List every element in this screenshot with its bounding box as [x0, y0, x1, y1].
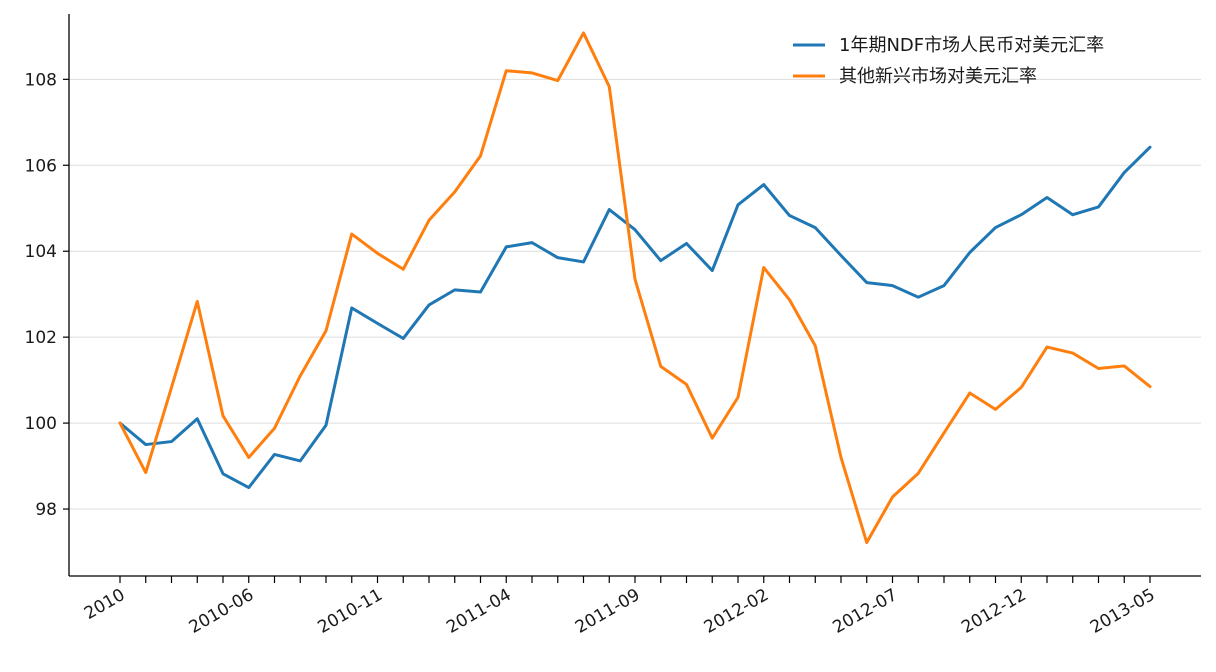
y-tick-label: 104 [25, 242, 57, 262]
y-gridlines [69, 78, 1201, 510]
legend-label-1: 1年期NDF市场人民币对美元汇率 [839, 35, 1104, 56]
y-tick-label: 98 [35, 500, 57, 520]
x-tick-label: 2011-09 [572, 585, 644, 638]
x-axis-ticks: 2010 2010-06 2010-11 2011-04 2011-09 2012-02 2… [81, 576, 1159, 638]
y-tick-label: 100 [25, 414, 57, 434]
y-tick-label: 102 [25, 328, 57, 348]
x-tick-label: 2012-12 [958, 585, 1030, 638]
series-line-1 [118, 145, 1152, 490]
x-tick-label: 2010-06 [186, 585, 258, 638]
x-tick-label: 2012-07 [829, 585, 901, 638]
axes [68, 14, 1201, 577]
series-lines [118, 31, 1152, 545]
legend-label-2: 其他新兴市场对美元汇率 [839, 66, 1037, 87]
y-axis-ticks: 98 100 102 104 106 108 [25, 70, 69, 520]
x-tick-label: 2012-02 [701, 585, 773, 638]
x-tick-label: 2010 [81, 585, 128, 624]
series-line-2 [118, 31, 1152, 545]
y-tick-label: 108 [25, 70, 57, 90]
x-tick-label: 2011-04 [443, 585, 515, 638]
x-tick-label: 2010-11 [314, 585, 386, 638]
x-tick-label: 2013-05 [1087, 585, 1159, 638]
y-tick-label: 106 [25, 156, 57, 176]
